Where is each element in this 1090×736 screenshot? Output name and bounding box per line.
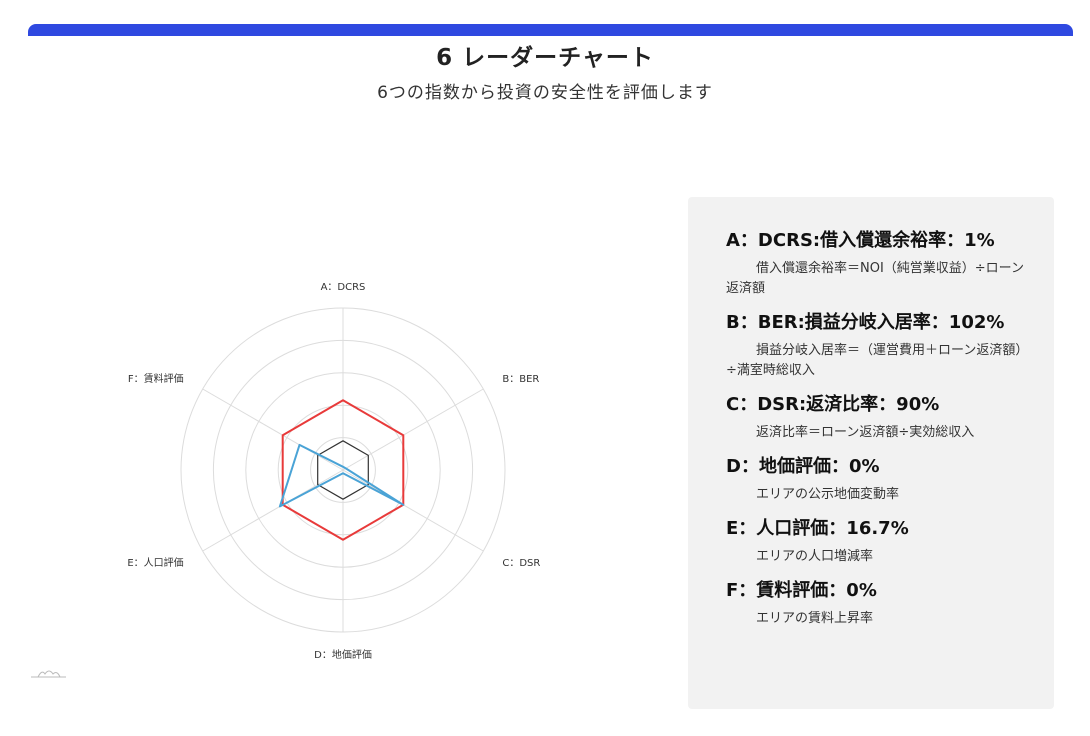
index-item-title: A：DCRS:借入償還余裕率：1% — [726, 230, 995, 251]
index-item-description: 借入償還余裕率＝NOI（純営業収益）÷ローン返済額 — [726, 261, 1025, 296]
radar-axis-label: B：BER — [502, 374, 539, 385]
index-item-description: エリアの人口増減率 — [756, 549, 874, 564]
radar-spoke — [342, 388, 484, 471]
index-item: F：賃料評価：0% エリアの賃料上昇率 — [726, 577, 1032, 629]
radar-axis-label: F：賃料評価 — [128, 372, 184, 385]
index-item-title: F：賃料評価：0% — [726, 580, 877, 601]
index-item: A：DCRS:借入償還余裕率：1% 借入償還余裕率＝NOI（純営業収益）÷ローン返… — [726, 227, 1032, 299]
radar-spoke — [202, 388, 344, 471]
index-item-title: E：人口評価：16.7% — [726, 518, 909, 539]
index-item: D：地価評価：0% エリアの公示地価変動率 — [726, 453, 1032, 505]
radar-series-polygon — [278, 443, 405, 508]
mountain-logo-icon — [31, 670, 66, 678]
index-item-description: 返済比率＝ローン返済額÷実効総収入 — [756, 425, 975, 440]
index-definitions-panel: A：DCRS:借入償還余裕率：1% 借入償還余裕率＝NOI（純営業収益）÷ローン返… — [688, 197, 1054, 709]
radar-axis-labels: A：DCRS B：BER C：DSR D：地価評価 E：人口評価 F：賃料評価 — [127, 282, 540, 661]
radar-series-group — [278, 399, 405, 541]
radar-series-polygon — [281, 399, 405, 541]
index-item: B：BER:損益分岐入居率：102% 損益分岐入居率＝（運営費用＋ローン返済額）÷… — [726, 309, 1032, 381]
radar-series-polygon — [317, 440, 369, 500]
top-accent-bar — [28, 24, 1073, 36]
index-item-description: エリアの公示地価変動率 — [756, 487, 900, 502]
index-item-description: 損益分岐入居率＝（運営費用＋ローン返済額）÷満室時総収入 — [726, 343, 1029, 378]
page-subtitle: 6つの指数から投資の安全性を評価します — [377, 83, 713, 103]
radar-chart: A：DCRS B：BER C：DSR D：地価評価 E：人口評価 F：賃料評価 — [127, 282, 540, 661]
index-item: E：人口評価：16.7% エリアの人口増減率 — [726, 515, 1032, 567]
radar-axis-label: E：人口評価 — [127, 556, 183, 569]
radar-spoke — [342, 469, 484, 552]
radar-axis-label: A：DCRS — [321, 282, 366, 293]
radar-spokes — [202, 308, 484, 632]
page-title: 6 レーダーチャート — [436, 45, 654, 71]
radar-axis-label: C：DSR — [502, 558, 540, 569]
index-item-title: B：BER:損益分岐入居率：102% — [726, 312, 1005, 333]
index-item-title: D：地価評価：0% — [726, 456, 880, 477]
index-item-title: C：DSR:返済比率：90% — [726, 394, 940, 415]
radar-axis-label: D：地価評価 — [314, 648, 372, 661]
radar-spoke — [202, 469, 344, 552]
index-item: C：DSR:返済比率：90% 返済比率＝ローン返済額÷実効総収入 — [726, 391, 1032, 443]
index-item-description: エリアの賃料上昇率 — [756, 611, 874, 626]
